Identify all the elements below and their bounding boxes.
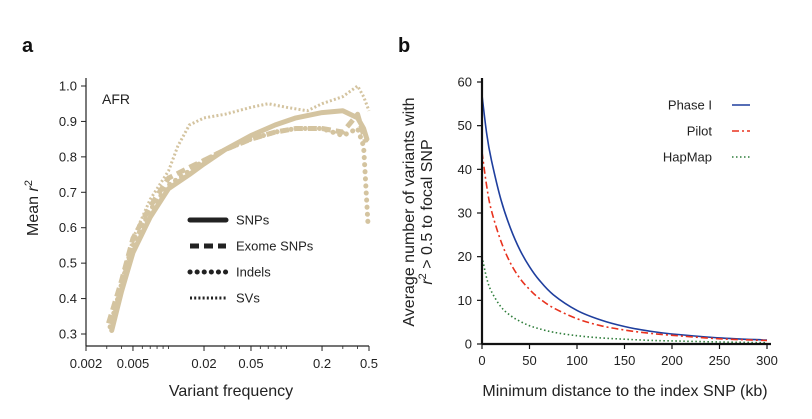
y-tick-label-b: 50 <box>458 118 472 133</box>
y-axis-label-a-main: Mean <box>25 191 42 235</box>
x-axis-label-b: Minimum distance to the index SNP (kb) <box>482 383 767 400</box>
x-tick-label-b: 200 <box>661 353 683 368</box>
x-tick-label-a: 0.5 <box>360 356 378 371</box>
x-tick-label-a: 0.002 <box>70 356 103 371</box>
annotation-afr: AFR <box>102 91 130 107</box>
legend-a: SNPs Exome SNPs Indels SVs <box>187 213 314 306</box>
legend-b: Phase I Pilot HapMap <box>663 98 750 165</box>
y-axis-label-b-r: r <box>419 279 436 285</box>
y-tick-label-a: 0.3 <box>59 327 77 342</box>
chart-b: 0 10 20 30 40 50 60 0 50 100 150 200 250 300 Minimum … <box>401 75 778 401</box>
x-tick-label-b: 150 <box>614 353 636 368</box>
x-tick-label-b: 300 <box>756 353 778 368</box>
x-tick-label-b: 250 <box>709 353 731 368</box>
y-tick-label-a: 1.0 <box>59 79 77 94</box>
y-tick-label-b: 60 <box>458 75 472 90</box>
panel-a-letter: a <box>22 35 34 57</box>
y-tick-label-a: 0.5 <box>59 256 77 271</box>
y-axis-label-a: Mean r2 <box>23 180 42 236</box>
series-line-snps <box>109 108 370 333</box>
x-tick-label-a: 0.005 <box>117 356 150 371</box>
y-axis-label-b-line2: r2 > 0.5 to focal SNP <box>417 139 436 284</box>
y-axis-label-b-sup: 2 <box>417 273 429 279</box>
legend-label: Exome SNPs <box>236 239 314 254</box>
y-tick-label-a: 0.7 <box>59 185 77 200</box>
x-tick-label-a: 0.02 <box>191 356 216 371</box>
legend-label: SNPs <box>236 213 270 228</box>
y-axis-label-b-tail: > 0.5 to focal SNP <box>419 139 436 273</box>
legend-label: SVs <box>236 291 260 306</box>
panel-b-letter: b <box>398 35 410 57</box>
x-tick-label-a: 0.2 <box>313 356 331 371</box>
y-tick-label-b: 20 <box>458 249 472 264</box>
y-axis-label-a-sup: 2 <box>23 180 35 186</box>
x-tick-label-b: 0 <box>478 353 485 368</box>
y-tick-label-a: 0.6 <box>59 220 77 235</box>
series-line-phase-i <box>481 95 768 341</box>
y-tick-label-a: 0.9 <box>59 114 77 129</box>
x-tick-label-b: 50 <box>522 353 536 368</box>
legend-label: Pilot <box>687 124 713 139</box>
y-tick-label-b: 10 <box>458 293 472 308</box>
x-axis-label-a: Variant frequency <box>169 383 293 400</box>
series-line-hapmap <box>481 256 768 344</box>
y-tick-label-a: 0.8 <box>59 149 77 164</box>
legend-label: Phase I <box>668 98 712 113</box>
y-tick-label-b: 30 <box>458 206 472 221</box>
x-tick-label-a: 0.05 <box>238 356 263 371</box>
legend-label: HapMap <box>663 150 712 165</box>
legend-label: Indels <box>236 265 271 280</box>
series-line-svs <box>110 84 371 324</box>
series-line-pilot <box>481 151 768 342</box>
y-axis-label-b-line1: Average number of variants with <box>401 97 418 326</box>
y-tick-label-b: 40 <box>458 162 472 177</box>
series-line-indels <box>107 126 371 330</box>
chart-a: 0.3 0.4 0.5 0.6 0.7 0.8 0.9 1.0 0.002 0.005 0.02 0.… <box>23 78 378 400</box>
series-line-exome-snps <box>106 111 369 325</box>
x-tick-label-b: 100 <box>566 353 588 368</box>
y-tick-label-b: 0 <box>465 337 472 352</box>
y-tick-label-a: 0.4 <box>59 291 77 306</box>
